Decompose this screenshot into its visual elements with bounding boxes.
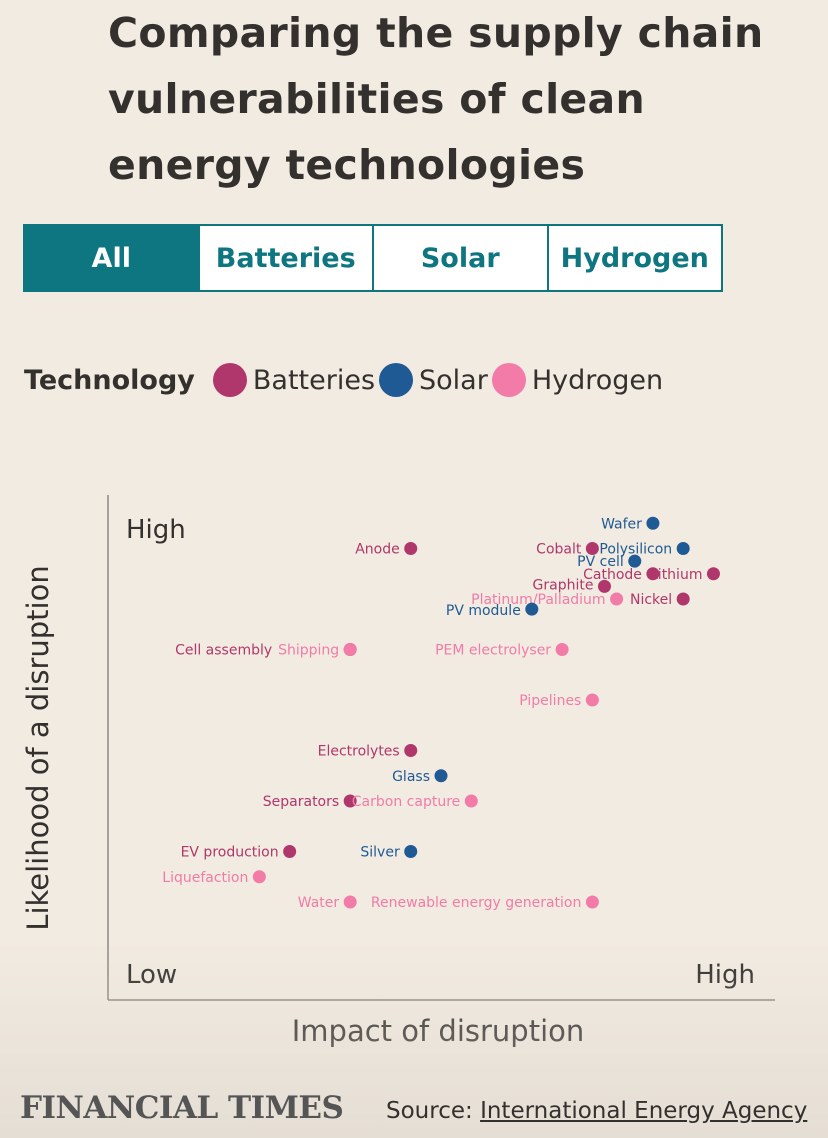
point-graphite: [597, 579, 611, 593]
ft-logo: FINANCIAL TIMES: [20, 1090, 344, 1126]
source-line: Source: International Energy Agency: [386, 1098, 807, 1124]
point-platinum-palladium: [610, 592, 624, 606]
point-label-renewable-energy-generation: Renewable energy generation: [371, 895, 581, 911]
y-axis-title: Likelihood of a disruption: [21, 565, 55, 930]
point-label-cell-assembly: Cell assembly: [175, 643, 272, 659]
legend: Technology Batteries Solar Hydrogen: [24, 358, 667, 402]
point-pv-module: [525, 602, 539, 616]
scatter-chart: High Low High Impact of disruption Likelihoo…: [21, 495, 775, 1048]
point-label-liquefaction: Liquefaction: [162, 870, 248, 886]
point-silver: [404, 845, 418, 858]
point-polysilicon: [676, 542, 690, 555]
legend-title: Technology: [24, 364, 195, 396]
legend-label-hydrogen: Hydrogen: [531, 364, 664, 396]
y-high-label: High: [126, 515, 186, 545]
legend-item-hydrogen: Hydrogen: [491, 363, 664, 397]
point-label-anode: Anode: [355, 542, 400, 558]
legend-label-solar: Solar: [419, 364, 488, 396]
point-nickel: [676, 592, 690, 606]
tab-solar[interactable]: Solar: [374, 226, 549, 290]
point-cobalt: [585, 542, 599, 555]
point-electrolytes: [404, 744, 418, 757]
point-label-carbon-capture: Carbon capture: [352, 794, 460, 810]
point-label-pem-electrolyser: PEM electrolyser: [435, 643, 551, 659]
point-pv-cell: [628, 554, 642, 568]
point-label-water: Water: [298, 895, 340, 911]
source-prefix: Source:: [386, 1098, 481, 1124]
point-label-ev-production: EV production: [181, 845, 279, 861]
point-separators: [343, 794, 357, 808]
source-link[interactable]: International Energy Agency: [480, 1098, 808, 1124]
point-anode: [404, 542, 418, 555]
tab-batteries[interactable]: Batteries: [200, 226, 374, 290]
point-pem-electrolyser: [555, 643, 569, 656]
tab-all[interactable]: All: [25, 226, 200, 290]
point-label-separators: Separators: [263, 794, 339, 810]
point-ev-production: [283, 845, 297, 858]
tab-hydrogen[interactable]: Hydrogen: [560, 242, 709, 274]
legend-item-batteries: Batteries: [212, 363, 376, 397]
point-label-shipping: Shipping: [278, 643, 339, 659]
point-cathode: [646, 567, 660, 581]
point-label-cobalt: Cobalt: [536, 542, 582, 558]
point-liquefaction: [252, 870, 266, 884]
point-wafer: [646, 516, 660, 530]
point-label-silver: Silver: [360, 845, 400, 861]
x-axis-title: Impact of disruption: [292, 1014, 585, 1048]
solar-swatch: [379, 363, 414, 397]
point-water: [343, 895, 357, 909]
point-pipelines: [585, 693, 599, 707]
point-carbon-capture: [464, 794, 478, 808]
point-label-lithium: Lithium: [650, 567, 702, 583]
point-label-cathode: Cathode: [583, 567, 642, 583]
point-label-pipelines: Pipelines: [519, 693, 581, 709]
point-lithium: [706, 567, 720, 581]
point-label-nickel: Nickel: [630, 592, 672, 608]
point-label-graphite: Graphite: [533, 577, 594, 593]
x-low-label: Low: [126, 960, 177, 990]
x-high-label: High: [695, 960, 755, 990]
point-shipping: [343, 643, 357, 656]
point-label-pv-cell: PV cell: [577, 554, 624, 570]
point-label-polysilicon: Polysilicon: [599, 542, 672, 558]
hydrogen-swatch: [491, 363, 526, 397]
point-label-glass: Glass: [392, 769, 430, 785]
legend-item-solar: Solar: [379, 363, 488, 397]
chart-title: Comparing the supply chain vulnerabiliti…: [108, 9, 764, 189]
point-label-wafer: Wafer: [601, 516, 642, 532]
point-label-electrolytes: Electrolytes: [318, 744, 400, 760]
point-renewable-energy-generation: [585, 895, 599, 909]
point-glass: [434, 769, 448, 783]
batteries-swatch: [212, 363, 247, 397]
technology-tabs: All Batteries Solar Hydrogen: [23, 224, 723, 292]
point-label-pv-module: PV module: [446, 603, 521, 619]
legend-label-batteries: Batteries: [252, 364, 376, 396]
point-label-platinum-palladium: Platinum/Palladium: [471, 592, 605, 608]
